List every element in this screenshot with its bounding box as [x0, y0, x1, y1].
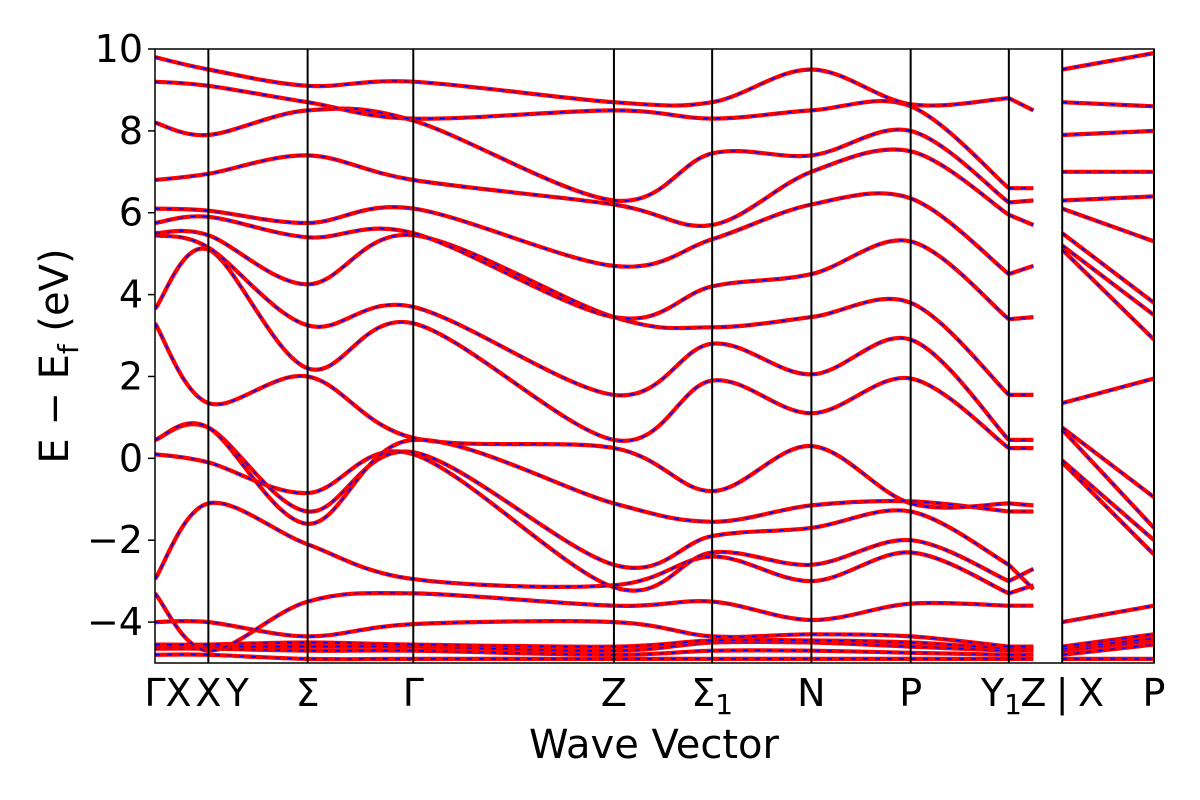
band-dash-seg0-b16	[155, 148, 1010, 227]
band-dash-seg0-b3	[155, 639, 1009, 650]
y-tick-label-5: 6	[119, 191, 143, 235]
band-dash-seg2-b18	[1062, 101, 1154, 108]
band-dash-seg2-b15	[1062, 195, 1154, 202]
band-dash-seg0-b10	[155, 322, 1009, 509]
band-dash-seg2-b13	[1061, 232, 1154, 304]
band-line-seg0-b11	[155, 246, 1011, 450]
y-axis: −4 −2 0 2 4 6 8 10	[87, 27, 155, 644]
band-dash-seg2-b17	[1062, 130, 1154, 136]
y-tick-label-7: 10	[95, 27, 143, 71]
y-tick-label-6: 8	[119, 109, 143, 153]
band-dash-seg2-b4	[1062, 633, 1154, 648]
y-axis-title-subscript: f	[52, 343, 85, 354]
x-tick-label-11: Z	[1020, 671, 1046, 715]
x-tick-label-9: P	[899, 671, 922, 715]
band-dash-seg0-b6	[155, 501, 1010, 595]
y-axis-title-main: E − E	[32, 354, 78, 464]
x-tick-label-10: Y1	[980, 671, 1022, 721]
x-tick-label-12: |	[1056, 671, 1069, 716]
band-dash-seg1-b10	[1008, 502, 1034, 507]
x-axis-title: Wave Vector	[529, 722, 780, 768]
band-dash-seg0-b19	[155, 56, 1009, 107]
y-tick-label-2: 0	[119, 436, 143, 480]
band-dash-seg1-b16	[1008, 214, 1034, 226]
band-dash-seg2-b3	[1062, 637, 1154, 650]
x-tick-label-3: Y	[225, 671, 250, 715]
y-tick-label-3: 2	[119, 354, 143, 398]
x-tick-label-0: Γ	[144, 671, 165, 715]
x-tick-label-6: Z	[601, 671, 627, 715]
x-tick-label-4: Σ	[296, 671, 320, 715]
x-tick-label-13: X	[1078, 671, 1104, 715]
band-dash-seg0-b1	[155, 647, 1009, 656]
x-tick-label-5: Γ	[403, 671, 424, 715]
y-axis-title: E − Ef (eV)	[32, 248, 85, 463]
band-dash-seg2-b12	[1061, 244, 1154, 316]
band-dash-seg0-b13	[155, 230, 1010, 396]
x-axis: Γ X X Y Σ Γ Z Σ1 N P Y1Z | X P	[144, 671, 1165, 721]
band-dash-seg2-b11	[1061, 249, 1154, 341]
x-tick-label-7: Σ1	[691, 671, 733, 721]
y-tick-label-1: −2	[87, 518, 143, 562]
band-dash-seg2-b9	[1061, 426, 1154, 498]
band-dash-seg0-b0	[155, 653, 1009, 661]
band-dash-seg0-b18	[155, 80, 1010, 189]
band-dash-seg1-b8	[1008, 564, 1034, 590]
band-dash-seg2-b6	[1061, 461, 1154, 556]
band-dash-seg2-b19	[1062, 52, 1154, 71]
x-tick-label-14: P	[1143, 671, 1166, 715]
band-dash-seg1-b14	[1008, 316, 1034, 320]
y-tick-label-0: −4	[87, 600, 143, 644]
band-dash-seg0-b9	[155, 422, 1009, 525]
band-dash-seg2-b8	[1061, 429, 1154, 529]
x-tick-label-1: X	[165, 671, 191, 715]
plot-background	[155, 49, 1154, 663]
x-tick-label-8: N	[797, 671, 825, 715]
band-dash-seg0-b12	[155, 234, 1010, 441]
band-dash-seg2-b1	[1062, 643, 1154, 656]
band-dash-seg1-b17	[1008, 199, 1034, 204]
y-axis-title-unit: (eV)	[32, 248, 78, 344]
band-dash-seg2-b5	[1062, 604, 1154, 623]
band-line-seg0-b4	[155, 618, 1010, 649]
x-tick-label-2: X	[195, 671, 221, 715]
band-dash-seg2-b14	[1061, 207, 1154, 243]
y-tick-label-4: 4	[119, 273, 143, 317]
band-dash-seg0-b5	[155, 592, 1009, 652]
band-dash-seg1-b15	[1008, 265, 1034, 275]
band-dash-seg1-b6	[1008, 584, 1034, 595]
band-dash-seg0-b8	[155, 423, 1010, 569]
band-dash-seg2-b10	[1061, 377, 1154, 404]
plot-frame	[154, 48, 1155, 664]
band-dash-seg1-b19	[1008, 97, 1034, 112]
band-dash-seg0-b2	[155, 640, 1009, 652]
band-dash-seg2-b7	[1061, 459, 1154, 541]
